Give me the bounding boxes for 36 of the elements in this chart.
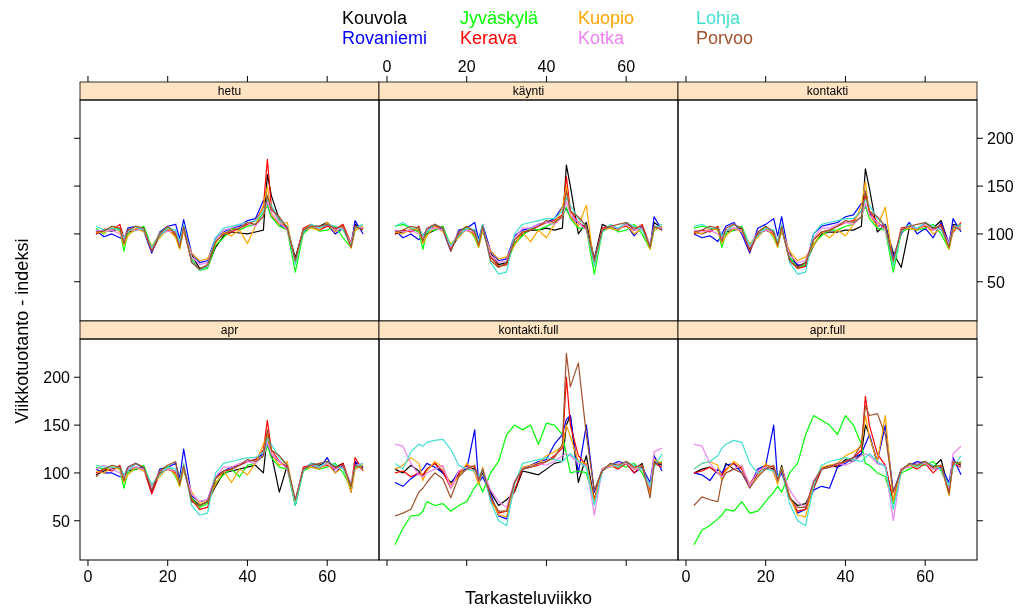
chart-title: apr [220, 323, 239, 337]
y-tick-label: 100 [43, 464, 71, 482]
x-tick-label: 0 [681, 568, 691, 585]
chart-title: kontakti.full [498, 323, 559, 337]
text: Rovaniemi [342, 28, 428, 48]
y-tick-label: 50 [52, 512, 71, 530]
x-tick-label: 60 [318, 568, 337, 585]
y-tick-label: 50 [987, 273, 1005, 291]
x-tick-label: 40 [537, 58, 556, 75]
y-tick-label: 150 [987, 178, 1014, 196]
text: Lohja [696, 8, 742, 28]
x-tick-label: 60 [617, 58, 636, 75]
x-tick-label: 0 [83, 568, 93, 585]
x-tick-label: 60 [916, 568, 935, 585]
chart-title: apr.full [809, 323, 846, 337]
text: Kotka [578, 28, 626, 48]
y-tick-label: 200 [987, 130, 1014, 148]
chart-title: hetu [217, 84, 242, 98]
x-tick-label: 20 [756, 568, 775, 585]
text: Jyväskylä [460, 8, 540, 28]
y-tick-label: 200 [43, 369, 71, 387]
chart-title: käynti [512, 84, 545, 98]
text: Kerava [460, 28, 519, 48]
text: Kouvola [342, 8, 409, 28]
y-axis-title: Viikkotuotanto - indeksi [12, 238, 32, 424]
chart-title: kontakti [806, 84, 849, 98]
x-tick-label: 40 [836, 568, 855, 585]
y-tick-label: 150 [43, 417, 71, 435]
text: Porvoo [696, 28, 754, 48]
x-tick-label: 20 [158, 568, 177, 585]
x-tick-label: 0 [382, 58, 392, 75]
y-tick-label: 100 [987, 225, 1014, 243]
x-tick-label: 40 [238, 568, 257, 585]
text: Kuopio [578, 8, 635, 28]
x-axis-title: Tarkasteluviikko [464, 588, 593, 608]
x-tick-label: 20 [457, 58, 476, 75]
